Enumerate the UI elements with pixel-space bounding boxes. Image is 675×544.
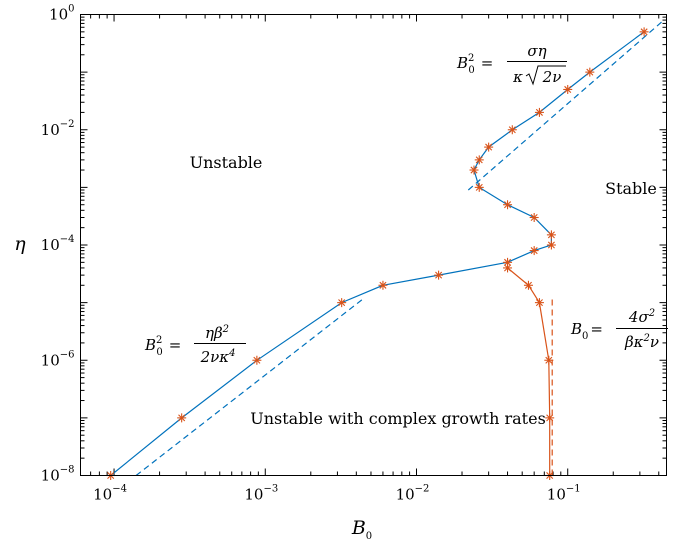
data-point: [434, 270, 444, 280]
data-point: [534, 107, 544, 117]
svg-text:κ: κ: [512, 68, 523, 86]
data-point: [503, 257, 513, 267]
svg-text:ση: ση: [527, 42, 546, 60]
x-tick-label: 10−3: [244, 484, 278, 504]
data-point: [503, 263, 513, 273]
svg-text:ηβ2: ηβ2: [205, 324, 229, 342]
svg-text:B0=: B0 =: [570, 320, 603, 342]
y-tick-label: 100: [49, 4, 74, 24]
data-point: [563, 84, 573, 94]
data-point: [503, 200, 513, 210]
axis-ticks: [80, 14, 667, 476]
data-point: [378, 280, 388, 290]
data-point: [523, 280, 533, 290]
data-point: [484, 142, 494, 152]
formula-vertical-asymptote: B0 = 4σ2 βκ2ν: [570, 308, 668, 351]
svg-text:βκ2ν: βκ2ν: [624, 333, 659, 351]
y-tick-label: 10−4: [41, 234, 75, 254]
x-tick-label: 10−1: [547, 484, 581, 504]
data-point: [529, 246, 539, 256]
asymptote-line: [467, 21, 663, 191]
plot-frame: [80, 14, 667, 476]
x-tick-label: 10−4: [93, 484, 127, 504]
region-label-stable: Stable: [605, 179, 657, 198]
data-point: [546, 240, 556, 250]
data-point: [469, 165, 479, 175]
svg-text:2νκ4: 2νκ4: [200, 348, 236, 366]
series-line: [507, 267, 551, 476]
data-point: [545, 413, 555, 423]
data-point: [507, 125, 517, 135]
data-point: [534, 298, 544, 308]
x-axis-label: B0: [351, 517, 372, 542]
y-axis-label: η: [14, 233, 26, 255]
data-point: [474, 155, 484, 165]
svg-text:B20=: B2 0 =: [144, 335, 181, 358]
data-point: [474, 182, 484, 192]
asymptote-line: [135, 297, 365, 476]
data-point: [252, 355, 262, 365]
y-tick-label: 10−8: [41, 465, 75, 485]
y-tick-label: 10−2: [41, 119, 75, 139]
data-point: [177, 413, 187, 423]
data-point: [529, 213, 539, 223]
data-point: [337, 298, 347, 308]
svg-text:4σ2: 4σ2: [628, 308, 655, 326]
data-point: [639, 27, 649, 37]
region-label-complex: Unstable with complex growth rates: [250, 409, 546, 428]
tick-labels: 10−4 10−3 10−2 10−1 10−8 10−6 10−4 10−2 100: [41, 4, 581, 504]
formula-low-eta: B2 0 = ηβ2 2νκ4: [144, 324, 246, 366]
data-point: [585, 67, 595, 77]
svg-text:B20=: B2 0 =: [456, 53, 493, 76]
region-label-unstable: Unstable: [190, 153, 263, 172]
y-tick-label: 10−6: [41, 349, 75, 369]
data-point: [544, 355, 554, 365]
x-axis-label-sub: 0: [366, 531, 372, 542]
svg-text:2ν: 2ν: [542, 68, 562, 86]
x-tick-label: 10−2: [396, 484, 430, 504]
formula-high-eta: B2 0 = ση κ 2ν: [456, 42, 567, 86]
asymptote-lines: [135, 21, 663, 476]
data-point: [546, 230, 556, 240]
